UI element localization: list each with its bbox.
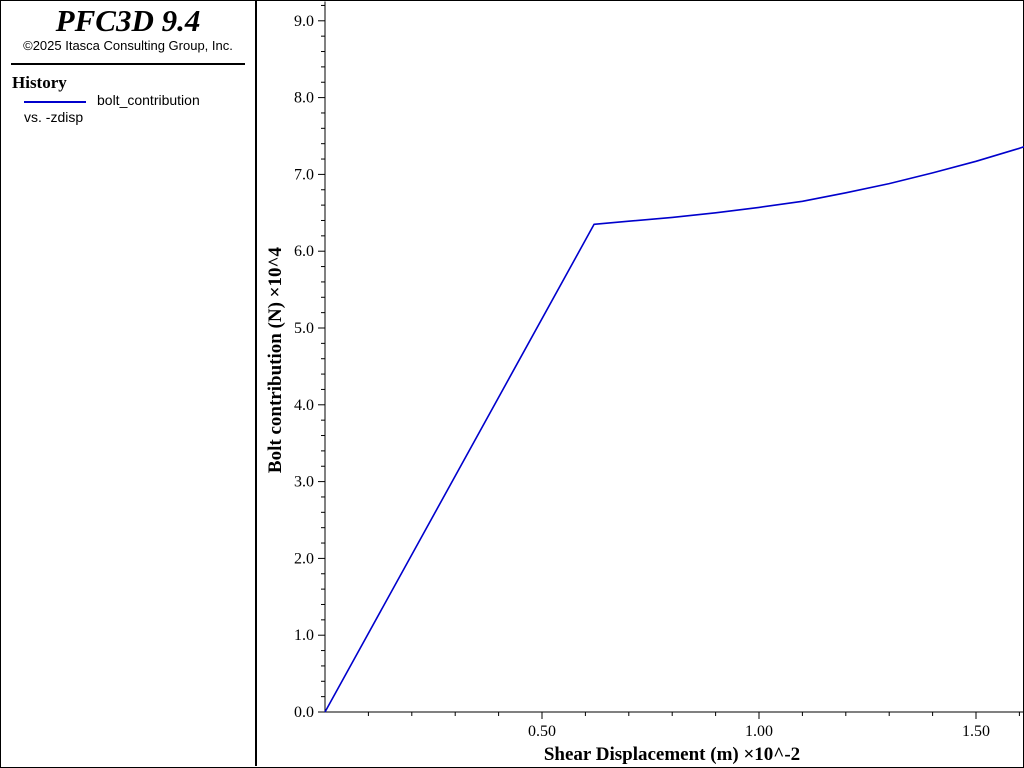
y-tick-label: 2.0 xyxy=(294,550,314,567)
y-tick-label: 5.0 xyxy=(294,320,314,337)
y-tick-label: 0.0 xyxy=(294,704,314,721)
x-tick-label: 0.50 xyxy=(528,723,556,740)
app-title: PFC3D 9.4 xyxy=(55,3,201,38)
axes xyxy=(324,1,1024,713)
legend-heading: History xyxy=(12,73,67,92)
y-tick-label: 3.0 xyxy=(294,474,314,491)
x-axis-ticks: 0.501.001.502.002.503.00 xyxy=(367,712,1020,740)
x-tick-label: 1.00 xyxy=(745,723,773,740)
y-tick-label: 8.0 xyxy=(294,90,314,107)
title-divider xyxy=(11,63,245,65)
y-tick-label: 7.0 xyxy=(294,166,314,183)
y-tick-label: 4.0 xyxy=(294,397,314,414)
series-line-bolt-contribution xyxy=(324,145,1024,713)
legend-swatch xyxy=(24,101,86,103)
y-axis-ticks: 0.0 1.0 2.0 3.0 4.0 5.0 6.0 7.0 8.0 9.0 xyxy=(294,4,325,721)
legend-series-sublabel: vs. -zdisp xyxy=(24,109,84,125)
x-axis-label: Shear Displacement (m) ×10^-2 xyxy=(544,744,800,765)
y-tick-label: 1.0 xyxy=(294,627,314,644)
series-layer xyxy=(324,145,1024,713)
y-tick-label: 9.0 xyxy=(294,13,314,30)
y-tick-label: 6.0 xyxy=(294,243,314,260)
x-tick-label: 1.50 xyxy=(962,723,990,740)
y-axis-label: Bolt contribution (N) ×10^4 xyxy=(265,246,286,473)
copyright-text: ©2025 Itasca Consulting Group, Inc. xyxy=(23,38,233,53)
sidebar-panel: PFC3D 9.4 ©2025 Itasca Consulting Group,… xyxy=(1,1,257,766)
legend-series-label: bolt_contribution xyxy=(97,92,200,108)
